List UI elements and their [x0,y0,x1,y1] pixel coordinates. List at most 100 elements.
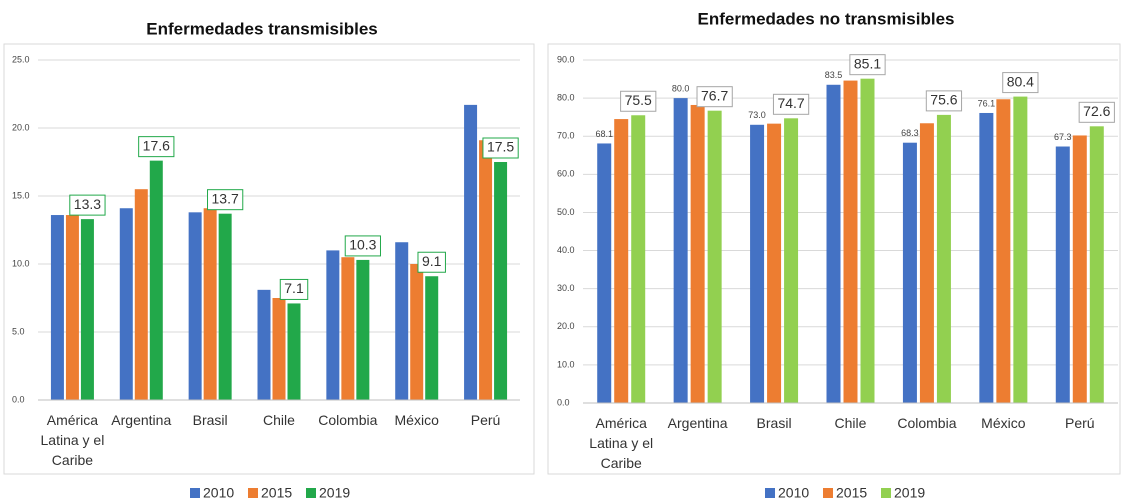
x-tick-label-box: Perú [470,412,501,428]
bar [425,276,439,400]
y-tick-label: 40.0 [557,245,575,255]
legend-swatch [823,488,833,498]
bar [843,80,858,403]
legend-swatch [248,488,258,498]
legend-label: 2015 [836,485,867,501]
y-tick-label: 20.0 [557,321,575,331]
bar [65,215,79,400]
data-label: 13.7 [212,190,239,206]
bar [188,212,202,400]
x-tick-label: México [981,415,1026,431]
x-tick-label-box: México [394,412,439,428]
legend-swatch [881,488,891,498]
data-label: 75.6 [930,92,957,108]
bar [119,208,133,400]
bar [979,112,994,404]
bar [356,259,370,400]
bar [750,124,765,404]
y-tick-label: 60.0 [557,169,575,179]
x-tick-label-box: Chile [263,412,295,428]
x-tick-label: Argentina [667,415,728,431]
x-tick-label-box: Brasil [192,412,228,428]
y-tick-label: 0.0 [12,394,25,404]
bar [80,219,94,400]
data-label-box [138,136,175,158]
data-label: 80.4 [1007,73,1034,89]
x-tick-label: Perú [470,412,501,428]
x-tick-label: Chile [263,412,295,428]
bar [1089,126,1104,404]
bar [631,115,646,403]
bar [690,104,705,404]
data-label-box [344,235,381,257]
data-label: 76.7 [701,87,728,103]
bar [919,123,934,404]
data-label: 74.7 [777,95,804,111]
x-tick-label: Colombia [897,415,957,431]
data-label: 67.3 [1054,132,1072,142]
x-tick-label: Chile [834,415,867,431]
bar [326,250,340,400]
legend-label: 2010 [778,485,809,501]
data-label: 72.6 [1083,103,1110,119]
bar [1013,96,1028,403]
bar [996,99,1011,403]
data-label-box [482,137,519,159]
x-tick-label-box: México [981,415,1026,431]
bar [614,119,629,404]
panel-border [547,43,1121,475]
x-tick-label: Argentina [111,412,172,428]
x-tick-label-box: Argentina [111,412,172,428]
x-tick-label-box: América Latina y el Caribe [41,412,105,468]
data-label: 9.1 [422,253,442,269]
y-tick-label: 10.0 [12,258,30,268]
y-tick-label: 25.0 [12,54,30,64]
data-label-box [925,90,963,112]
legend-swatch [306,488,316,498]
x-tick-label: Brasil [192,412,228,428]
bar [936,114,951,403]
bar [272,298,286,400]
y-tick-label: 50.0 [557,207,575,217]
bar [479,140,493,401]
data-label-box [1002,72,1039,94]
bar [860,78,875,404]
panel-border [3,43,535,475]
x-tick-label: México [394,412,439,428]
bar [707,110,722,403]
x-tick-label-box: Brasil [756,415,792,431]
y-tick-label: 5.0 [12,326,25,336]
bar [395,242,409,400]
data-label: 68.3 [901,128,919,138]
data-label: 17.6 [143,137,170,153]
bar [341,257,355,400]
x-tick-label-box: América Latina y el Caribe [589,415,654,471]
data-label-box [849,54,886,76]
chart-title: Enfermedades transmisibles [146,19,377,38]
y-tick-label: 15.0 [12,190,30,200]
legend-label: 2019 [319,485,350,501]
y-tick-label: 90.0 [557,54,575,64]
x-tick-label: Colombia [318,412,378,428]
x-tick-label-box: Colombia [897,415,957,431]
bar [50,215,64,400]
y-tick-label: 10.0 [557,359,575,369]
x-tick-label: América Latina y el Caribe [589,415,654,471]
data-label: 75.5 [625,92,652,108]
bar [149,160,163,400]
data-label: 83.5 [825,70,843,80]
legend-label: 2010 [203,485,234,501]
chart-title: Enfermedades no transmisibles [698,9,955,28]
data-label: 73.0 [748,110,766,120]
x-tick-label: Brasil [756,415,792,431]
bar [464,104,478,400]
data-label: 10.3 [349,237,376,253]
bar [218,213,232,400]
y-tick-label: 30.0 [557,283,575,293]
data-label-box [69,194,106,216]
x-tick-label-box: Perú [1065,415,1095,431]
bar [597,143,612,404]
x-tick-label-box: Colombia [318,412,378,428]
bar [1072,135,1087,403]
